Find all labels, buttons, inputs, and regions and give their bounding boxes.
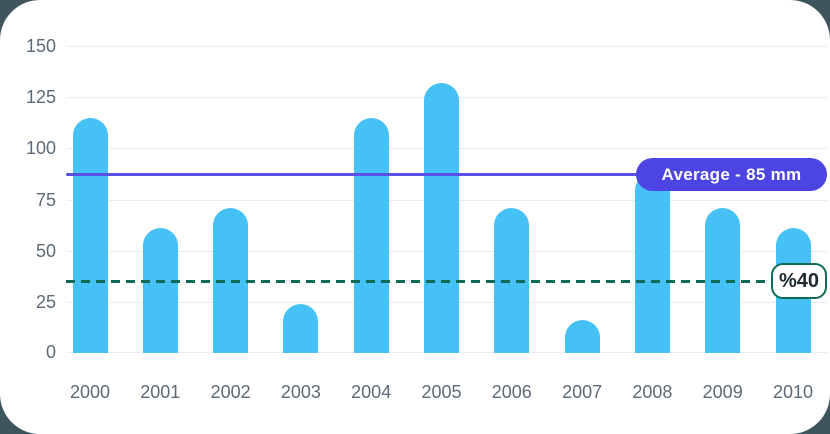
y-tick-label-25: 25	[35, 291, 56, 312]
bar-2001[interactable]	[142, 228, 178, 353]
x-tick-label-2000: 2000	[69, 382, 111, 402]
gridline-150	[66, 46, 827, 47]
bar-2005[interactable]	[424, 82, 459, 353]
x-tick-label-2003: 2003	[280, 382, 321, 402]
x-tick-label-2010: 2010	[772, 382, 814, 402]
threshold-label: %40	[778, 269, 820, 292]
y-tick-label-150: 150	[25, 36, 56, 56]
threshold-label-box: %40	[771, 263, 827, 300]
bar-2000[interactable]	[72, 117, 108, 353]
x-tick-label-2006: 2006	[491, 382, 532, 402]
bar-2004[interactable]	[353, 117, 389, 353]
x-tick-label-2004: 2004	[351, 382, 392, 402]
y-tick-label-100: 100	[25, 138, 56, 159]
average-line	[66, 173, 827, 177]
bar-2003[interactable]	[283, 303, 319, 353]
y-tick-label-0: 0	[45, 342, 56, 362]
y-tick-label-125: 125	[25, 87, 56, 108]
x-tick-label-2005: 2005	[421, 382, 462, 402]
y-tick-label-50: 50	[35, 240, 56, 261]
plot-area: 150 125 100 75 50 25 0 2010 2009 2008 2007 2006 2005…	[26, 36, 827, 402]
bar-2008[interactable]	[634, 172, 670, 353]
x-tick-label-2002: 2002	[210, 382, 251, 402]
x-tick-label-2008: 2008	[632, 382, 673, 402]
average-label-pill: Average - 85 mm	[636, 158, 827, 192]
threshold-line	[66, 279, 827, 283]
average-label: Average - 85 mm	[661, 164, 802, 184]
x-tick-label-2007: 2007	[562, 382, 603, 402]
y-tick-label-75: 75	[35, 189, 56, 210]
x-tick-label-2009: 2009	[702, 382, 743, 402]
bar-2007[interactable]	[564, 320, 600, 353]
x-tick-label-2001: 2001	[140, 382, 181, 402]
